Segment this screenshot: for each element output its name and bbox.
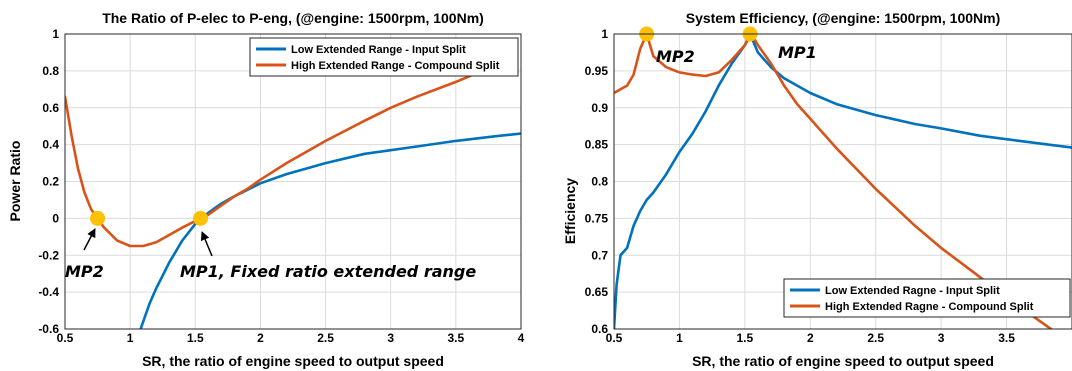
- y-tick-label: 0.75: [585, 211, 609, 225]
- system-efficiency-chart: System Efficiency, (@engine: 1500rpm, 10…: [562, 10, 1072, 369]
- y-tick-label: 0.4: [42, 138, 59, 152]
- x-tick-label: 2.5: [317, 331, 334, 345]
- legend-box: [783, 278, 1071, 318]
- series-line: [614, 34, 1054, 329]
- y-tick-label: 1: [601, 27, 608, 41]
- series-line: [614, 34, 1072, 329]
- legend-entry: Low Extended Range - Input Split: [291, 44, 466, 56]
- annotation-layer: MP2 MP1, Fixed ratio extended range: [65, 228, 476, 281]
- y-tick-label: -0.6: [38, 322, 59, 336]
- legend-entry: Low Extended Ragne - Input Split: [825, 285, 1000, 297]
- y-tick-label: 0.8: [42, 64, 59, 78]
- plot-frame: [64, 33, 522, 330]
- y-tick-label: 0.8: [591, 175, 608, 189]
- y-tick-label: 0.85: [585, 138, 609, 152]
- series-layer: [65, 69, 521, 329]
- y-tick-label: -0.2: [38, 248, 59, 262]
- y-tick-label: -0.4: [38, 285, 59, 299]
- series-layer: [614, 34, 1072, 329]
- x-tick-label: 0.5: [606, 331, 623, 345]
- y-tick-label: 0.6: [591, 322, 608, 336]
- x-tick-label: 1.5: [737, 331, 754, 345]
- y-tick-label: 0.95: [585, 64, 609, 78]
- legend-entry: High Extended Range - Compound Split: [291, 60, 500, 72]
- x-axis-label: SR, the ratio of engine speed to output …: [142, 353, 444, 369]
- plot-frame: [613, 33, 1072, 330]
- annotation-label: MP1: [778, 43, 817, 62]
- power-ratio-chart: The Ratio of P-elec to P-eng, (@engine: …: [7, 10, 525, 369]
- operating-point-marker: [192, 210, 208, 226]
- y-tick-label: 0.65: [585, 285, 609, 299]
- tick-labels: 0.5 1 1.5 2 2.5 3 3.5 0.6 0.65 0.7 0.75 0.8 0.85 0.9 0…: [585, 27, 1016, 345]
- tick-labels: 0.5 1 1.5 2 2.5 3 3.5 4 -0.6 -0.4 -0.2 0 0.2 0.4 0.6 0.…: [38, 27, 524, 345]
- y-axis-label: Efficiency: [562, 178, 578, 244]
- x-tick-label: 3.5: [448, 331, 465, 345]
- legend: Low Extended Ragne - Input Split High Ext…: [783, 278, 1071, 318]
- legend: Low Extended Range - Input Split High Ext…: [249, 37, 519, 77]
- x-tick-label: 4: [518, 331, 525, 345]
- x-tick-label: 3: [938, 331, 945, 345]
- x-tick-label: 3.5: [998, 331, 1015, 345]
- x-tick-label: 2.5: [867, 331, 884, 345]
- y-tick-label: 1: [52, 27, 59, 41]
- annotation-label: MP2: [65, 262, 104, 281]
- x-tick-label: 0.5: [57, 331, 74, 345]
- x-axis-label: SR, the ratio of engine speed to output …: [692, 353, 994, 369]
- y-tick-label: 0.7: [591, 248, 608, 262]
- x-tick-label: 2: [807, 331, 814, 345]
- y-tick-label: 0.9: [591, 101, 608, 115]
- y-tick-label: 0.2: [42, 175, 59, 189]
- x-tick-label: 1.5: [187, 331, 204, 345]
- annotation-label: MP2: [656, 47, 695, 66]
- chart-title: System Efficiency, (@engine: 1500rpm, 10…: [686, 10, 1001, 26]
- y-axis-label: Power Ratio: [7, 141, 23, 222]
- grid: [64, 33, 522, 330]
- annotation-layer: MP2 MP1: [656, 43, 817, 66]
- x-tick-label: 1: [676, 331, 683, 345]
- x-tick-label: 1: [127, 331, 134, 345]
- annotation-arrow: [83, 228, 96, 251]
- marker-layer: [90, 210, 208, 226]
- legend-box: [249, 37, 519, 77]
- y-tick-label: 0.6: [42, 101, 59, 115]
- annotation-arrow: [200, 231, 213, 257]
- series-line: [65, 69, 484, 248]
- y-tick-label: 0: [52, 211, 59, 225]
- series-line: [139, 132, 521, 329]
- legend-entry: High Extended Ragne - Compound Split: [825, 301, 1034, 313]
- chart-title: The Ratio of P-elec to P-eng, (@engine: …: [102, 10, 484, 26]
- x-tick-label: 3: [387, 331, 394, 345]
- x-tick-label: 2: [257, 331, 264, 345]
- operating-point-marker: [90, 210, 106, 226]
- annotation-label: MP1, Fixed ratio extended range: [180, 262, 476, 281]
